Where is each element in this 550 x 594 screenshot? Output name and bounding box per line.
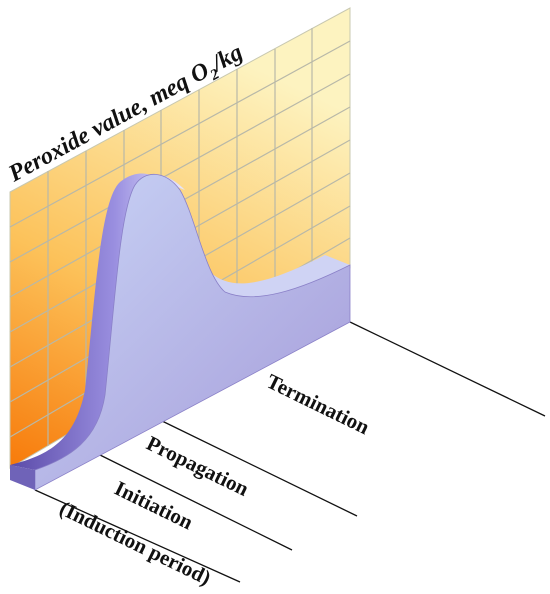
ground-line (349, 321, 546, 417)
curve-top (10, 173, 185, 470)
curve-front (34, 173, 351, 491)
ground-line (159, 419, 358, 517)
ground-line (34, 489, 241, 583)
stage-label: Propagation (143, 431, 253, 501)
ground-line (99, 454, 293, 551)
stage-label: Termination (263, 369, 374, 439)
curve-end (10, 465, 35, 490)
curve-top (160, 180, 350, 297)
